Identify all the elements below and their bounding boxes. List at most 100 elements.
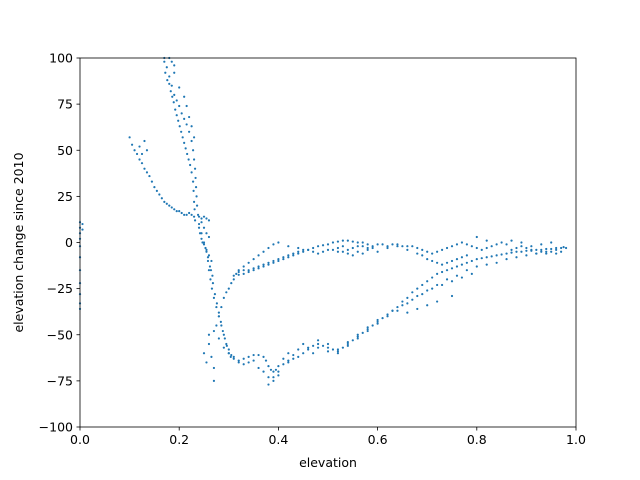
data-point	[321, 344, 325, 347]
data-point	[225, 342, 228, 346]
data-point	[371, 246, 374, 250]
data-point	[196, 213, 200, 216]
data-point	[436, 261, 439, 264]
data-point	[505, 258, 508, 261]
data-point	[455, 265, 459, 268]
data-point	[242, 357, 245, 360]
data-point	[202, 226, 206, 229]
data-point	[208, 265, 212, 268]
data-point	[232, 355, 235, 358]
data-point	[173, 93, 176, 96]
data-point	[564, 246, 568, 250]
y-tick-label: 25	[57, 189, 73, 204]
data-point	[406, 302, 409, 305]
data-point	[341, 245, 344, 248]
data-point	[485, 246, 488, 250]
data-point	[128, 136, 131, 139]
data-point	[237, 361, 240, 364]
data-point	[170, 84, 173, 87]
data-point	[190, 213, 193, 216]
data-point	[171, 95, 174, 98]
data-point	[346, 342, 349, 346]
y-tick-label: −75	[47, 373, 73, 388]
data-point	[206, 256, 210, 259]
data-point	[209, 278, 212, 281]
data-point	[480, 257, 483, 260]
data-point	[189, 163, 192, 167]
data-point	[460, 241, 464, 244]
data-point	[272, 370, 275, 373]
data-points	[78, 56, 568, 386]
data-point	[277, 259, 280, 263]
data-point	[262, 263, 265, 266]
x-axis: 0.0 0.2 0.4 0.6 0.8 1.0	[70, 427, 586, 447]
data-point	[193, 219, 197, 222]
data-point	[207, 219, 211, 222]
data-point	[346, 239, 349, 242]
data-point	[450, 280, 454, 283]
data-point	[135, 152, 139, 156]
data-point	[222, 346, 225, 349]
data-point	[525, 254, 528, 257]
data-point	[267, 261, 270, 264]
data-point	[198, 232, 202, 235]
y-axis-label: elevation change since 2010	[11, 152, 26, 332]
data-point	[361, 252, 364, 255]
data-point	[227, 352, 230, 355]
data-point	[297, 246, 300, 250]
data-point	[247, 270, 250, 274]
data-point	[376, 318, 379, 322]
data-point	[195, 195, 198, 198]
data-point	[204, 246, 207, 250]
data-point	[356, 245, 359, 248]
data-point	[223, 337, 226, 340]
data-point	[426, 250, 429, 253]
data-point	[316, 346, 320, 349]
data-point	[346, 252, 349, 255]
data-point	[371, 324, 374, 327]
data-point	[312, 344, 315, 347]
data-point	[411, 291, 414, 294]
data-point	[175, 210, 178, 213]
data-point	[450, 294, 454, 298]
data-point	[187, 158, 190, 161]
data-point	[465, 243, 468, 246]
data-point	[183, 95, 186, 98]
data-point	[386, 315, 389, 318]
data-point	[376, 322, 379, 325]
data-point	[336, 250, 340, 253]
data-point	[386, 245, 389, 248]
data-point	[396, 245, 399, 248]
data-point	[163, 60, 166, 63]
data-point	[267, 365, 270, 368]
y-tick-label: 50	[57, 143, 73, 158]
data-point	[267, 383, 270, 386]
data-point	[440, 263, 444, 266]
data-point	[426, 289, 429, 292]
data-point	[194, 176, 197, 180]
data-point	[193, 167, 197, 170]
data-point	[460, 256, 464, 259]
data-point	[331, 248, 335, 251]
data-point	[225, 344, 228, 347]
data-point	[366, 246, 369, 250]
data-point	[207, 269, 211, 272]
data-point	[185, 123, 188, 126]
data-point	[191, 149, 195, 152]
data-point	[525, 249, 528, 252]
data-point	[307, 348, 310, 351]
data-point	[174, 108, 177, 111]
data-point	[277, 258, 280, 261]
data-point	[183, 213, 186, 216]
data-point	[406, 311, 409, 314]
data-point	[326, 342, 330, 346]
data-point	[165, 66, 168, 69]
data-point	[262, 250, 265, 253]
data-point	[485, 239, 488, 242]
data-point	[426, 258, 429, 261]
data-point	[213, 293, 217, 296]
data-point	[336, 246, 340, 250]
data-point	[177, 119, 180, 122]
data-point	[184, 147, 187, 150]
data-point	[287, 245, 290, 248]
